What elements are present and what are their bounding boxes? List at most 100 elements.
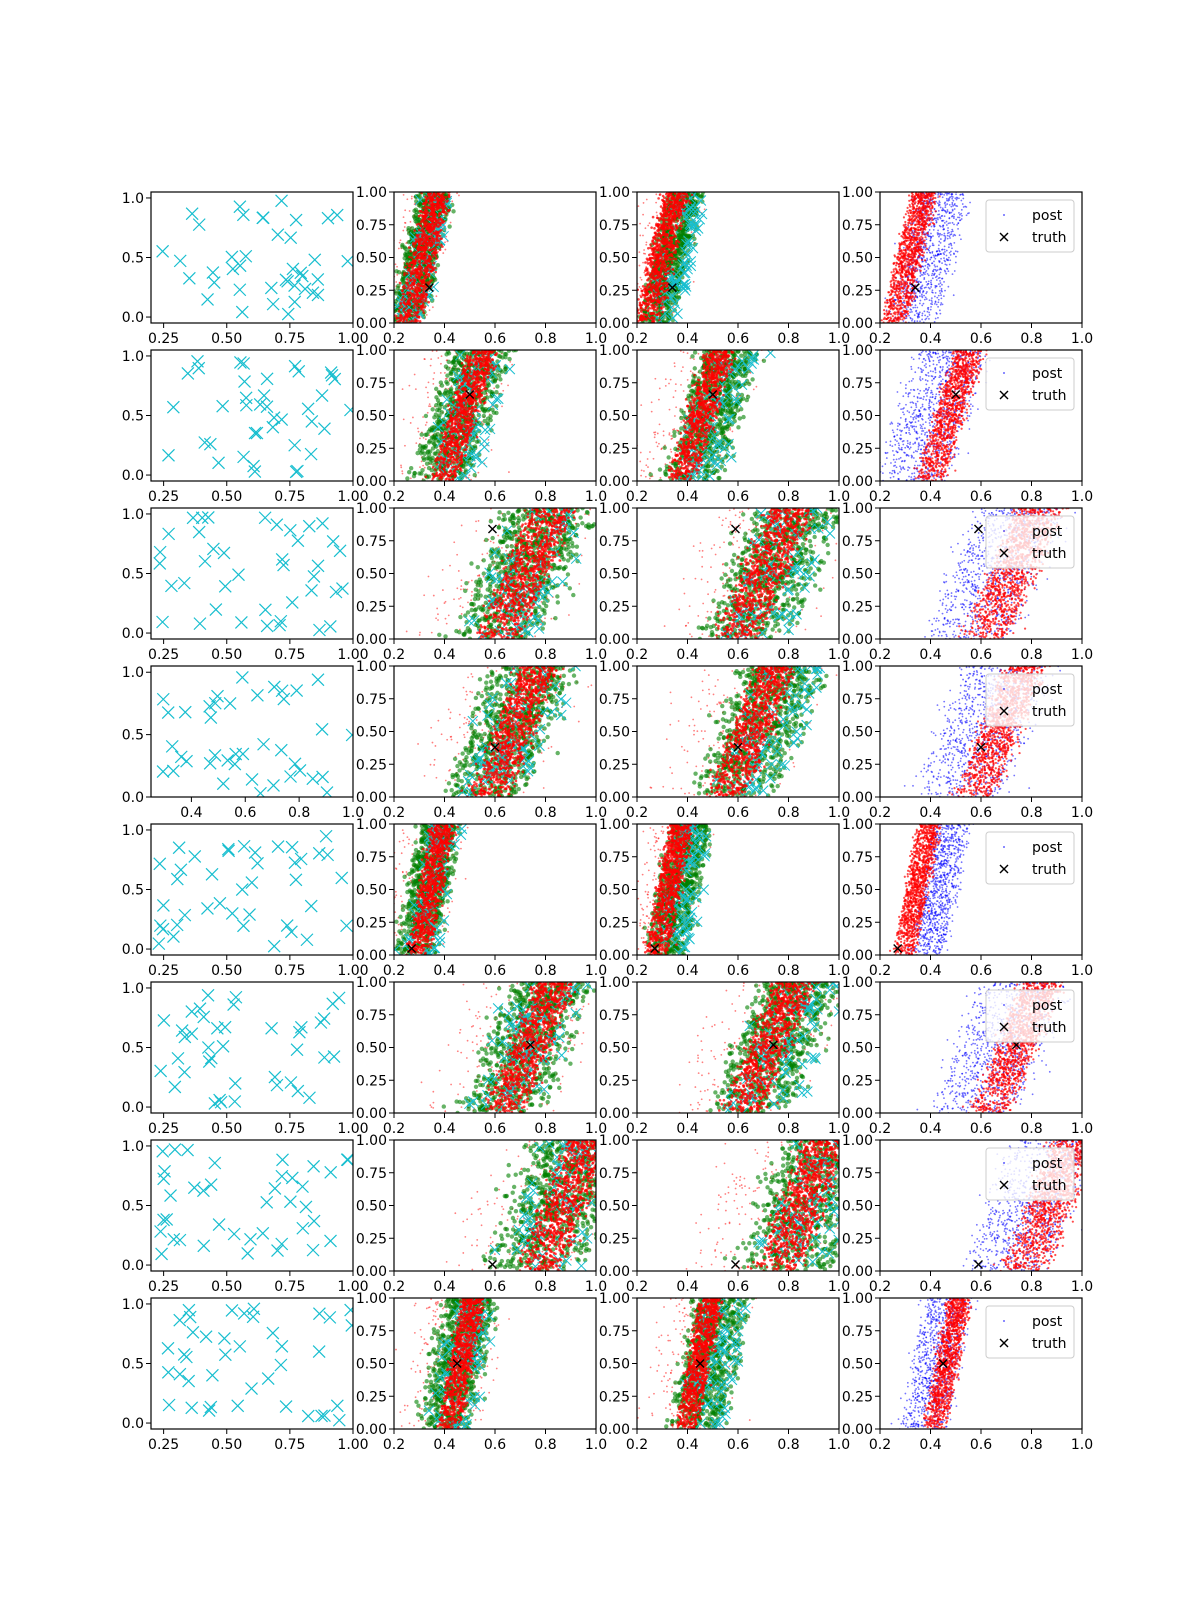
red-point [412,314,415,317]
post-point [950,244,953,247]
red-point [638,301,642,305]
red-point [667,244,671,248]
red-point [671,243,674,247]
red-point [399,301,403,305]
post-point [937,229,939,232]
red-point [668,258,671,261]
x-tick-label: 1.0 [585,331,607,347]
post-point [962,194,965,197]
prior-sample-marker [266,297,280,311]
red-point [445,207,448,210]
red-point [431,247,434,251]
red-point [674,257,678,261]
row1-prior-axes-plot-area [156,194,353,321]
y-tick-label: 0.50 [356,251,387,267]
post-point [939,206,942,209]
post-point [921,304,924,307]
post-point [945,254,948,257]
red-point [658,219,661,222]
red-point [663,282,666,285]
red-point [643,288,646,291]
row1-posterior-axes: 0.2 0.4 0.6 0.8 1.00.000.250.500.751.00postt… [842,185,1093,347]
red-point [447,193,451,197]
red-point [645,243,648,246]
red-point [669,193,673,197]
post-point [928,264,931,267]
red-point [656,306,659,310]
post-point [924,264,927,267]
red-point [640,289,644,293]
red-point [402,300,406,303]
post-point [948,197,951,200]
post-point [947,270,950,273]
post-point [961,203,964,205]
red-point [431,267,435,271]
red-point [421,285,425,288]
red-point [648,253,651,257]
red-point [426,281,429,284]
post-point [953,208,956,210]
red-point [415,235,419,238]
post-point [917,316,919,319]
green-point [406,239,412,245]
red-point [633,311,635,313]
red-point [632,281,634,283]
post-point [953,253,955,255]
red-point [647,303,650,306]
red-point [638,286,641,288]
post-point [933,302,936,305]
red-point [409,249,413,253]
post-point [923,298,926,301]
red-point [406,281,409,284]
prior-sample-marker [156,244,170,258]
red-point [400,298,404,301]
cyan-cross-point [680,281,692,292]
y-tick: 0.00 [356,316,394,332]
post-point [952,294,955,297]
post-point [943,215,946,218]
red-point [411,269,414,273]
red-point [441,202,444,206]
x-tick-label: 0.4 [433,331,455,347]
red-point [673,196,677,200]
red-point [662,247,665,250]
post-point [947,192,949,195]
red-point [645,285,649,289]
red-point [644,227,647,230]
y-tick-label: 0.25 [599,283,630,299]
red-point [630,301,632,303]
red-point [652,241,655,245]
red-point [414,240,418,244]
red-point [651,253,655,256]
red-point [408,255,411,259]
red-point [677,194,681,198]
x-tick: 0.25 [148,323,179,347]
red-point [676,206,679,209]
post-point [911,311,913,313]
red-point [633,311,636,314]
post-point [932,270,934,272]
cyan-cross-point [669,298,681,309]
green-point [404,257,410,263]
red-point [632,310,635,313]
post-point [937,301,940,304]
post-point [962,206,965,208]
red-point [434,266,437,270]
post-point [961,214,963,217]
red-point [645,318,648,322]
cyan-cross-point [677,282,689,294]
post-point [927,280,930,283]
post-point [903,302,906,304]
red-point [661,295,665,299]
post-point [924,296,927,299]
red-point [672,257,676,260]
red-point [432,239,436,242]
cyan-cross-point [667,290,679,302]
green-point [394,298,399,304]
post-point [933,217,936,220]
post-point [960,199,963,202]
red-point [655,211,658,214]
red-point [644,313,648,317]
prior-sample-marker [298,282,312,296]
post-point [949,233,952,236]
